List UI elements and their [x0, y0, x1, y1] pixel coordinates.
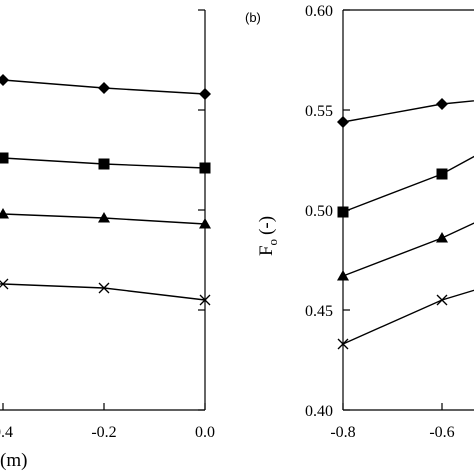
panel-b-y-tick-label-2: 0.50: [305, 203, 333, 220]
panel-b: 0.40 0.45 0.50 0.55 0.60 -0.8 -0.6: [305, 3, 474, 441]
panel-a-series-1-point-1: [0, 152, 9, 164]
panel-a-series-0-point-1: [0, 74, 9, 86]
panel-a-series-3-point-2: [98, 282, 110, 294]
panel-b-series-2-point-1: [436, 232, 448, 243]
panel-b-x-tick-label-1: -0.6: [429, 424, 454, 441]
panel-b-series-line-0: [342, 100, 474, 123]
panel-a-series-line-1: [0, 157, 206, 169]
svg-text:Fo(-): Fo (-): [256, 216, 280, 256]
y-axis-label-unit: (-): [256, 216, 277, 235]
panel-b-series-0-point-1: [436, 98, 448, 110]
panel-b-series-3-point-1: [436, 294, 448, 306]
panel-a-x-tick-label-0: 0.4: [0, 424, 13, 441]
panel-b-series-line-1: [342, 155, 474, 213]
panel-b-series-1-point-0: [337, 206, 349, 218]
panel-a-series-2-point-3: [199, 218, 211, 229]
y-axis-label-main: F: [256, 245, 277, 256]
panel-a-series-3-point-3-stroke-2: [199, 294, 211, 306]
panel-b-series-line-3: [342, 289, 474, 345]
panel-b-y-tick-label-3: 0.55: [305, 103, 333, 120]
panel-b-y-tick-label-0: 0.40: [305, 403, 333, 420]
panel-b-y-tick-label-1: 0.45: [305, 303, 333, 320]
y-axis-label: Fo (-): [256, 216, 280, 256]
panel-a-series-2-point-2: [98, 212, 110, 223]
panel-a-series-3-point-1: [0, 278, 9, 290]
panel-a-x-tick-label-1: -0.2: [91, 424, 116, 441]
panel-b-series-3-point-1-stroke-2: [436, 294, 448, 306]
panel-a-series-line-0: [0, 79, 206, 95]
panel-a-series-3-point-2-stroke-2: [98, 282, 110, 294]
panel-a-x-tick-label-2: 0.0: [195, 424, 215, 441]
panel-b-series-3-point-0: [337, 338, 349, 350]
panel-b-series-0-point-0: [337, 116, 349, 128]
panel-a-series-line-3: [0, 283, 206, 301]
panel-b-series-2-point-0: [337, 270, 349, 281]
panel-a-series-3-point-1-stroke-2: [0, 278, 9, 288]
panel-a-series-line-2: [0, 213, 206, 225]
panel-a-series-0-point-3: [199, 88, 211, 100]
panel-a-series-3-point-3: [199, 294, 211, 306]
panel-a-series-0-point-2: [98, 82, 110, 94]
panel-a-series-1-point-2: [98, 158, 110, 170]
panel-a: 0.4 -0.2 0.0: [0, 9, 215, 441]
x-axis-label-a: (m): [0, 450, 27, 471]
y-axis-label-sub: o: [265, 239, 280, 246]
panel-b-series-1-point-1: [436, 168, 448, 180]
panel-b-x-tick-label-0: -0.8: [330, 424, 355, 441]
panel-b-label: (b): [245, 10, 261, 25]
panel-b-series-3-point-0-stroke-2: [337, 338, 349, 350]
panel-a-series-2-point-1: [0, 208, 9, 219]
panel-b-y-tick-label-4: 0.60: [305, 3, 333, 20]
panel-a-series-1-point-3: [199, 162, 211, 174]
